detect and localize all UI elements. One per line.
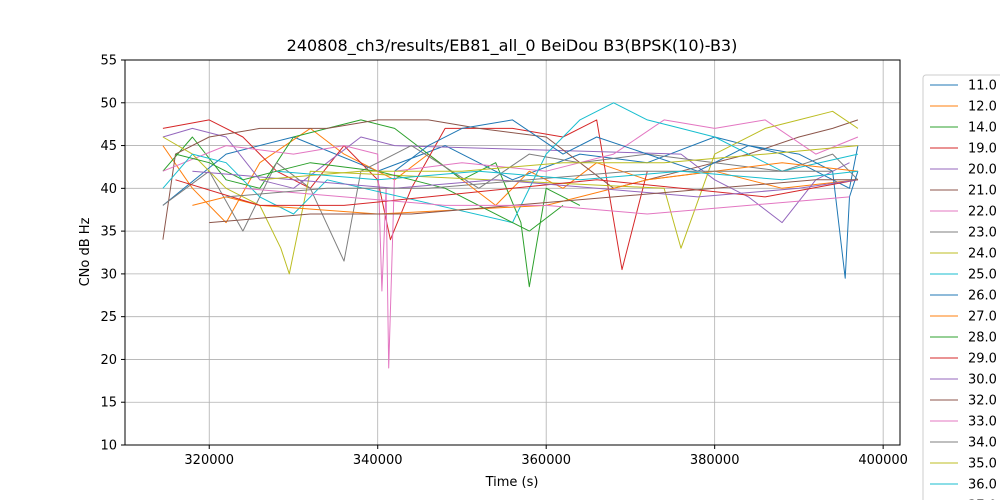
legend-entry: 14.0: [930, 121, 997, 136]
legend: 11.0 12.0 14.0 19.0 20.0 21.0 22.0 23.0 24.0 25.0…: [922, 74, 1000, 500]
legend-label: 12.0: [968, 100, 997, 115]
series-line-20-0: [162, 127, 850, 224]
legend-label: 14.0: [968, 121, 997, 136]
legend-entry: 32.0: [930, 394, 997, 409]
legend-label: 28.0: [968, 331, 997, 346]
legend-entry: 23.0: [930, 226, 997, 241]
legend-entry: 21.0: [930, 184, 997, 199]
y-tick-label: 35: [100, 225, 117, 240]
chart-title: 240808_ch3/results/EB81_all_0 BeiDou B3(…: [287, 36, 738, 56]
legend-label: 20.0: [968, 163, 997, 178]
legend-entry: 35.0: [930, 457, 997, 472]
legend-label: 25.0: [968, 268, 997, 283]
legend-entry: 30.0: [930, 373, 997, 388]
y-tick-label: 30: [100, 267, 117, 282]
legend-label: 37.0: [968, 499, 997, 500]
series-line-14-0: [162, 119, 581, 288]
x-tick-label: 400000: [858, 453, 908, 468]
legend-label: 30.0: [968, 373, 997, 388]
legend-entry: 28.0: [930, 331, 997, 346]
legend-entry: 29.0: [930, 352, 997, 367]
legend-label: 23.0: [968, 226, 997, 241]
legend-entry: 27.0: [930, 310, 997, 325]
legend-entry: 37.0: [968, 499, 997, 500]
legend-label: 29.0: [968, 352, 997, 367]
legend-label: 21.0: [968, 184, 997, 199]
x-tick-label: 380000: [690, 453, 740, 468]
x-tick-label: 320000: [184, 453, 234, 468]
legend-label: 27.0: [968, 310, 997, 325]
legend-entry: 24.0: [930, 247, 997, 262]
series-line-26-0: [394, 119, 859, 279]
series-line-30-0: [192, 170, 858, 198]
y-tick-label: 45: [100, 139, 117, 154]
legend-label: 36.0: [968, 478, 997, 493]
legend-entry: 11.0: [930, 79, 997, 94]
legend-label: 32.0: [968, 394, 997, 409]
series-line-28-0: [175, 153, 564, 232]
series-group: [162, 102, 859, 369]
legend-entry: 12.0: [930, 100, 997, 115]
legend-label: 26.0: [968, 289, 997, 304]
y-tick-label: 55: [100, 54, 117, 69]
series-line-36-0: [276, 170, 858, 181]
series-line-21-0: [162, 119, 859, 240]
legend-entry: 34.0: [930, 436, 997, 451]
legend-label: 19.0: [968, 142, 997, 157]
x-axis-label: Time (s): [485, 475, 539, 490]
plot-frame: [124, 59, 901, 446]
y-tick-label: 50: [100, 96, 117, 111]
legend-entry: 33.0: [930, 415, 997, 430]
legend-label: 22.0: [968, 205, 997, 220]
legend-label: 35.0: [968, 457, 997, 472]
legend-entry: 26.0: [930, 289, 997, 304]
legend-entry: 25.0: [930, 268, 997, 283]
legend-label: 11.0: [968, 79, 997, 94]
series-line-11-0: [162, 136, 859, 206]
y-tick-label: 15: [100, 396, 117, 411]
legend-entry: 22.0: [930, 205, 997, 220]
series-line-32-0: [209, 179, 858, 224]
series-line-19-0: [162, 119, 648, 271]
legend-entry: 19.0: [930, 142, 997, 157]
series-line-35-0: [259, 145, 858, 181]
y-tick-label: 25: [100, 310, 117, 325]
legend-entry: 20.0: [930, 163, 997, 178]
y-axis-label: CNo dB Hz: [78, 217, 93, 286]
y-tick-label: 40: [100, 182, 117, 197]
legend-box: [922, 74, 1000, 500]
legend-label: 24.0: [968, 247, 997, 262]
series-line-24-0: [162, 110, 859, 275]
y-tick-label: 20: [100, 353, 117, 368]
series-line-34-0: [226, 170, 833, 198]
x-tick-label: 360000: [521, 453, 571, 468]
axis-ticks: 10 15 20 25 30 35 40 45 50 55 320000 340000 360000 38…: [100, 54, 908, 469]
legend-entry: 36.0: [930, 478, 997, 493]
series-line-33-0: [242, 187, 850, 215]
x-tick-label: 340000: [353, 453, 403, 468]
legend-label: 33.0: [968, 415, 997, 430]
y-tick-label: 10: [100, 439, 117, 454]
legend-label: 34.0: [968, 436, 997, 451]
